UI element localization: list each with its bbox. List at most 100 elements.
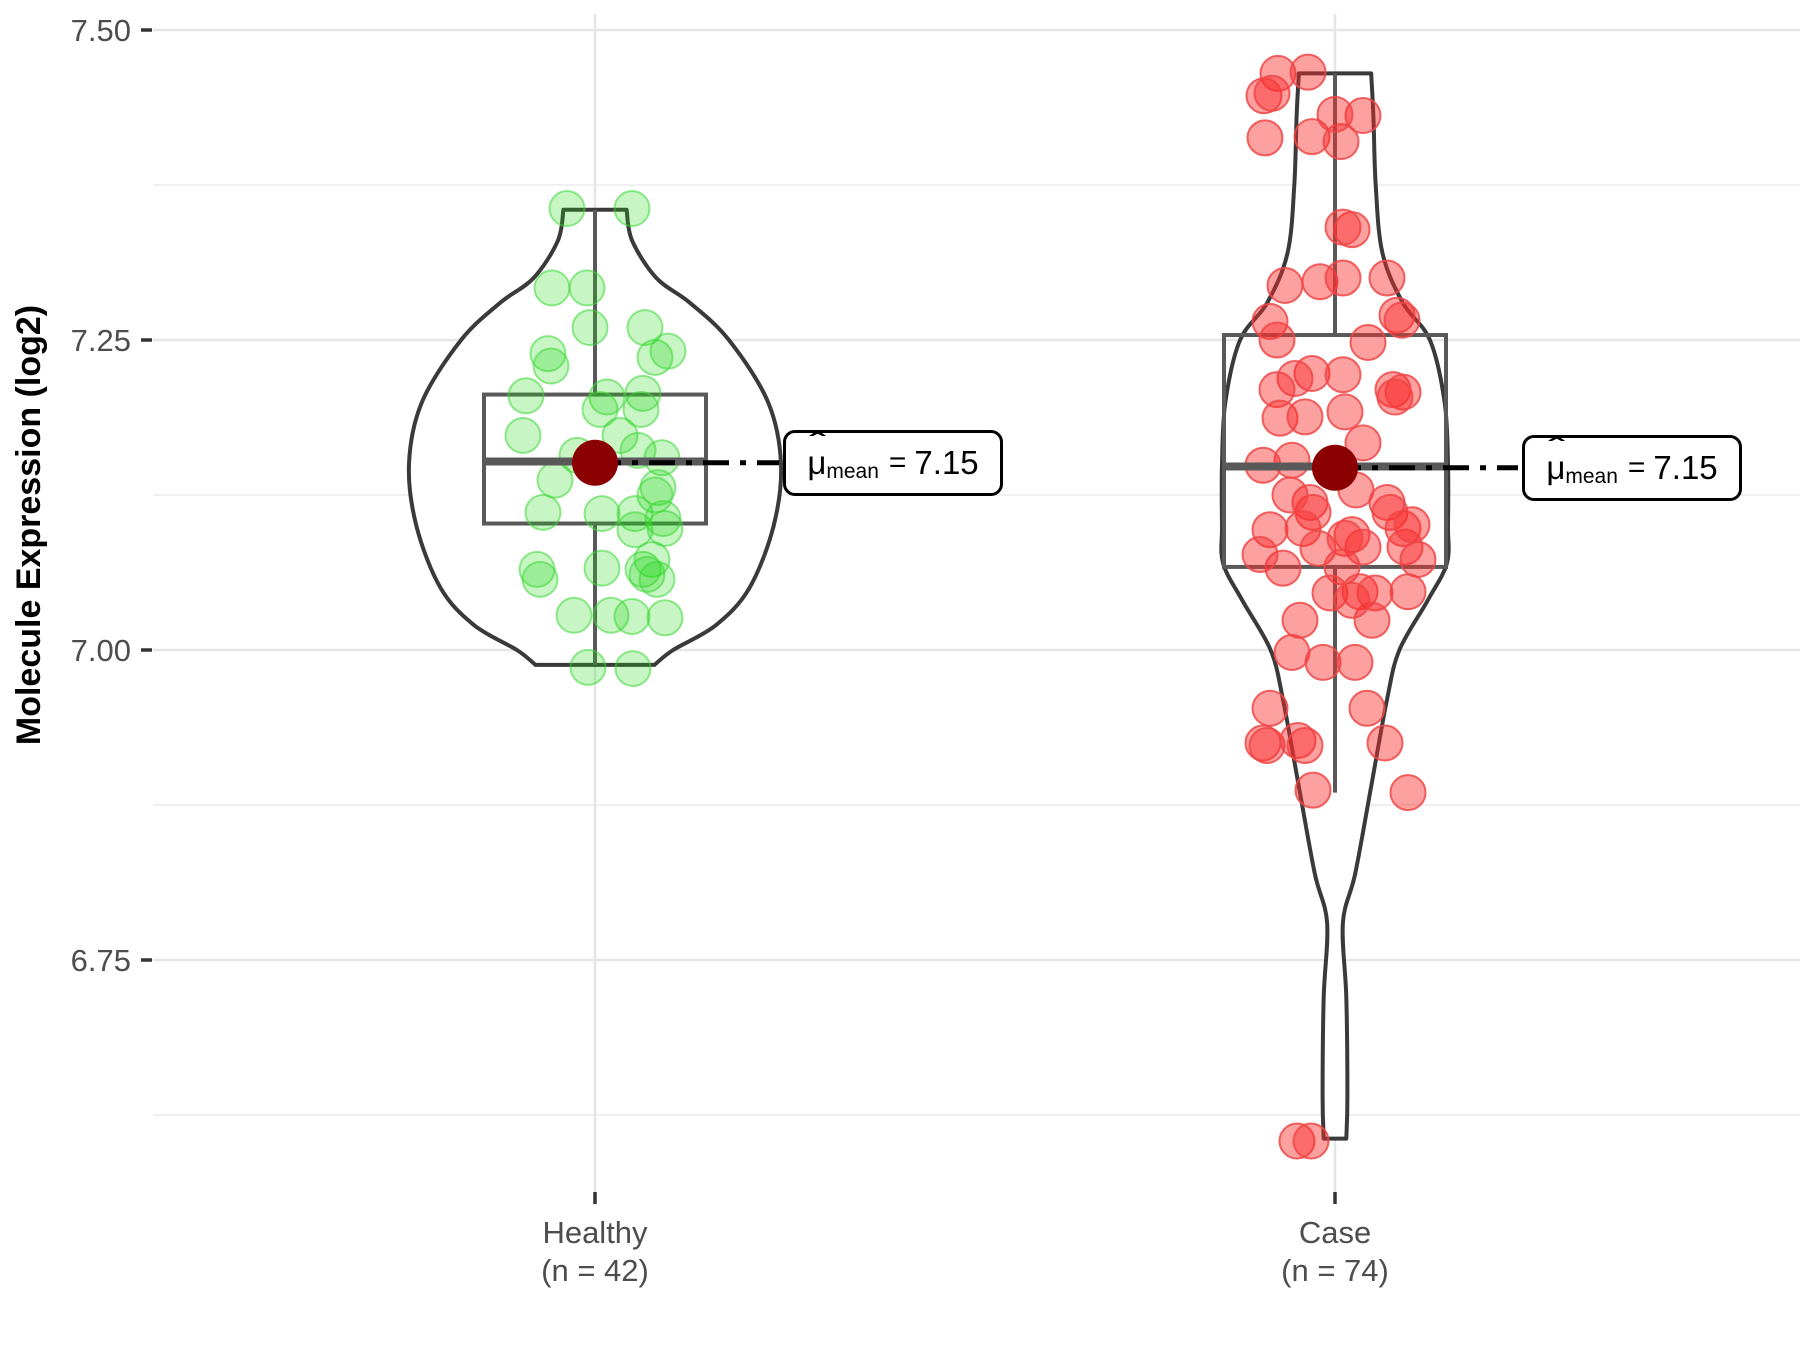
jitter-point	[1349, 323, 1387, 361]
jitter-point	[1258, 321, 1296, 359]
jitter-point	[1251, 689, 1289, 727]
mean-point	[572, 439, 618, 486]
jitter-point	[1246, 119, 1284, 157]
jitter-point	[529, 335, 567, 373]
y-tick-label: 7.00	[71, 633, 131, 668]
jitter-point	[1348, 689, 1386, 727]
jitter-point	[1251, 302, 1289, 340]
jitter-point	[569, 648, 607, 686]
jitter-point	[1366, 724, 1404, 762]
jitter-point	[1264, 549, 1302, 587]
jitter-point	[581, 390, 619, 428]
violin-outline-healthy	[406, 207, 784, 667]
jitter-point	[646, 599, 684, 637]
y-axis-title: Molecule Expression (log2)	[10, 305, 48, 745]
jitter-point	[613, 598, 651, 636]
mean-value: 7.15	[1653, 448, 1718, 486]
jitter-point	[1276, 359, 1314, 397]
jitter-point	[1258, 371, 1296, 409]
hat-glyph: ˆ	[1548, 434, 1564, 462]
jitter-point	[1389, 774, 1427, 812]
jitter-point	[1266, 266, 1304, 304]
jitter-point	[613, 190, 651, 228]
jitter-point	[1253, 74, 1291, 112]
jitter-point	[555, 596, 593, 634]
jitter-point	[1286, 398, 1324, 436]
jitter-point	[616, 495, 654, 533]
jitter-point	[1344, 424, 1382, 462]
jitter-point	[1378, 296, 1416, 334]
jitter-point	[592, 596, 630, 634]
equals-sign: =	[1627, 450, 1646, 484]
jitter-point	[624, 374, 662, 412]
jitter-point	[1301, 263, 1339, 301]
jitter-point	[1324, 356, 1362, 394]
jitter-point	[583, 549, 621, 587]
jitter-point	[548, 190, 586, 228]
jitter-point	[1316, 95, 1354, 133]
jitter-point	[649, 332, 687, 370]
jitter-point	[1368, 259, 1406, 297]
jitter-point	[1353, 601, 1391, 639]
jitter-point	[1322, 123, 1360, 161]
hat-glyph: ˆ	[809, 429, 825, 457]
jitter-point	[524, 493, 562, 531]
mean-subscript: mean	[826, 459, 879, 483]
jitter-point	[1273, 633, 1311, 671]
jitter-point	[1292, 1122, 1330, 1160]
jitter-point	[1278, 1122, 1316, 1160]
jitter-point	[1376, 378, 1414, 416]
jitter-point	[533, 269, 571, 307]
jitter-point	[638, 560, 676, 598]
jitter-point	[1248, 726, 1286, 764]
y-tick-label: 7.25	[71, 323, 131, 358]
y-tick-label: 6.75	[71, 943, 131, 978]
jitter-point	[1399, 540, 1437, 578]
jitter-point	[1294, 771, 1332, 809]
mean-value: 7.15	[914, 443, 979, 481]
jitter-point	[1281, 601, 1319, 639]
jitter-point	[1393, 506, 1431, 544]
jitter-point	[571, 309, 609, 347]
stat-layer	[484, 439, 1518, 491]
jitter-point	[1251, 511, 1289, 549]
jitter-point	[1271, 476, 1309, 514]
y-tick-label: 7.50	[71, 13, 131, 48]
grid-layer	[153, 14, 1800, 1192]
jitter-point	[646, 509, 684, 547]
mu-glyph: μ	[807, 444, 827, 482]
jitter-point	[1389, 573, 1427, 611]
equals-sign: =	[888, 445, 907, 479]
jitter-point	[628, 555, 666, 593]
jitter-point	[583, 495, 621, 533]
jitter-point	[1333, 581, 1371, 619]
x-tick-label-line1: Case	[1299, 1215, 1371, 1250]
jitter-point	[622, 390, 660, 428]
jitter-point	[507, 377, 545, 415]
x-tick-label-line2: (n = 74)	[1281, 1253, 1389, 1288]
jitter-point	[616, 511, 654, 549]
jitter-point	[1289, 53, 1327, 91]
jitter-point	[588, 378, 626, 416]
jitter-point	[1304, 643, 1342, 681]
jitter-point-layer	[504, 53, 1437, 1160]
mean-subscript: mean	[1565, 464, 1618, 488]
jitter-point	[568, 269, 606, 307]
mean-annotation-case: ˆ μ mean = 7.15	[1522, 434, 1742, 501]
jitter-point	[1293, 118, 1331, 156]
jitter-point	[504, 416, 542, 454]
mu-glyph: μ	[1546, 449, 1566, 487]
jitter-point	[1336, 643, 1374, 681]
mean-point	[1312, 444, 1358, 491]
jitter-point	[521, 560, 559, 598]
jitter-point	[532, 347, 570, 385]
jitter-point	[1356, 574, 1394, 612]
mean-annotation-healthy: ˆ μ mean = 7.15	[783, 429, 1003, 496]
jitter-point	[1326, 393, 1364, 431]
jitter-point	[1324, 259, 1362, 297]
x-tick-label-line1: Healthy	[542, 1215, 648, 1250]
jitter-point	[1324, 208, 1362, 246]
